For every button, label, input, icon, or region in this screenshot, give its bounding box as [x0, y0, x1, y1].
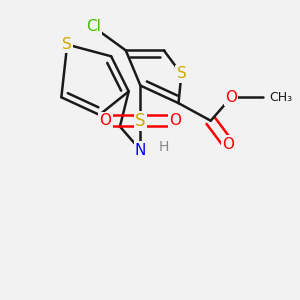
Text: S: S — [176, 66, 186, 81]
Text: Cl: Cl — [86, 20, 101, 34]
Text: O: O — [99, 113, 111, 128]
Text: N: N — [135, 142, 146, 158]
Text: S: S — [135, 112, 146, 130]
Text: O: O — [222, 136, 234, 152]
Text: O: O — [225, 90, 237, 105]
Text: O: O — [169, 113, 181, 128]
Text: CH₃: CH₃ — [269, 91, 292, 104]
Text: H: H — [159, 140, 169, 154]
Text: S: S — [62, 37, 72, 52]
